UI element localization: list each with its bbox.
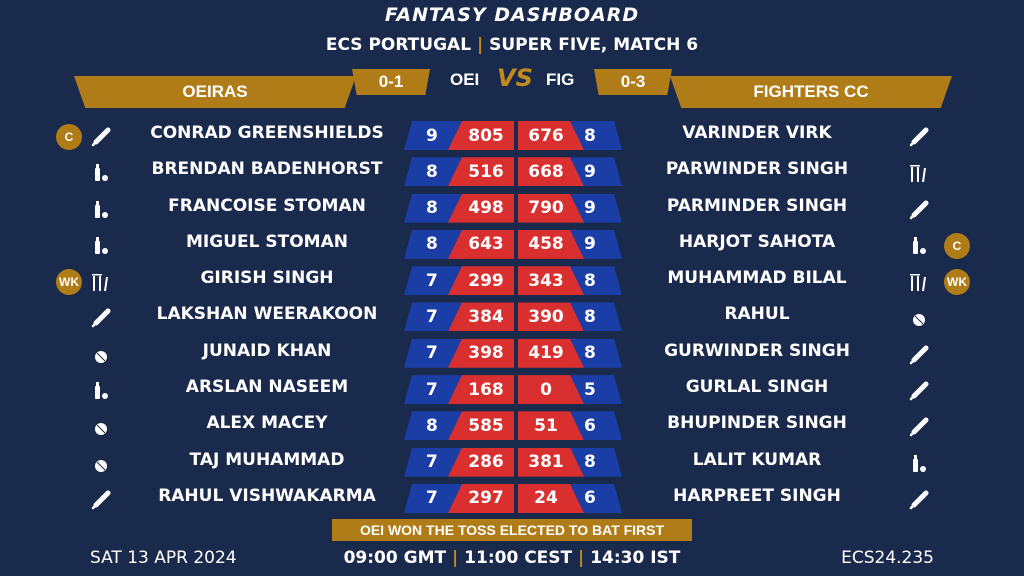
table-row: RAHUL VISHWAKARMA 7 297 24 6 HARPREET SINGH [0,481,1024,517]
points-right: 390 [518,302,584,332]
player-name-right: MUHAMMAD BILAL [667,268,847,289]
player-name-left: CONRAD GREENSHIELDS [150,123,384,143]
team-left-banner: OEIRAS [74,76,356,108]
ball-icon [90,416,112,438]
points-right: 668 [518,157,584,187]
table-row: TAJ MUHAMMAD 7 286 381 8 LALIT KUMAR [0,445,1024,481]
bat-icon [90,489,112,511]
wicket-icon [90,271,112,293]
player-name-left: MIGUEL STOMAN [186,231,348,252]
ball-icon [90,453,112,475]
team-right-name: FIGHTERS CC [753,82,869,101]
allrounder-icon [908,235,930,257]
table-row: MIGUEL STOMAN 8 643 458 9 HARJOT SAHOTA C [0,227,1024,263]
time-gmt: 09:00 GMT [343,548,447,568]
allrounder-icon [90,235,112,257]
player-name-left: JUNAID KHAN [202,340,332,361]
league-name: ECS PORTUGAL [325,35,472,55]
match-date: SAT 13 APR 2024 [90,548,237,568]
player-name-left: ALEX MACEY [206,413,328,434]
page-title: FANTASY DASHBOARD [384,4,640,26]
table-row: ALEX MACEY 8 585 51 6 BHUPINDER SINGH [0,408,1024,444]
bat-icon [908,199,930,221]
time-separator: | [452,548,459,568]
allrounder-icon [90,162,112,184]
bat-icon [908,380,930,402]
bat-icon [908,489,930,511]
table-row: C CONRAD GREENSHIELDS 9 805 676 8 VARINDER VIR… [0,118,1024,154]
table-row: LAKSHAN WEERAKOON 7 384 390 8 RAHUL [0,299,1024,335]
wicketkeeper-badge: WK [56,269,82,296]
team-left-record: 0-1 [352,69,430,95]
player-name-right: LALIT KUMAR [692,449,822,470]
bat-icon [90,126,112,148]
match-name: SUPER FIVE, MATCH 6 [489,35,699,55]
toss-banner: OEI WON THE TOSS ELECTED TO BAT FIRST [332,519,692,541]
table-row: FRANCOISE STOMAN 8 498 790 9 PARMINDER SINGH [0,191,1024,227]
player-name-left: LAKSHAN WEERAKOON [156,304,378,325]
player-name-right: GURLAL SINGH [685,377,829,398]
time-cest: 11:00 CEST [464,548,573,568]
match-times: 09:00 GMT | 11:00 CEST | 14:30 IST [0,548,1024,568]
wicket-icon [908,271,930,293]
time-ist: 14:30 IST [590,548,681,568]
vs-logo: VS [497,64,533,92]
player-name-right: PARMINDER SINGH [666,195,848,216]
player-name-right: BHUPINDER SINGH [667,413,847,434]
table-row: BRENDAN BADENHORST 8 516 668 9 PARWINDER SING… [0,154,1024,190]
player-name-left: BRENDAN BADENHORST [151,159,383,180]
player-name-left: RAHUL VISHWAKARMA [158,485,376,506]
bat-icon [908,416,930,438]
wicket-icon [908,162,930,184]
points-right: 381 [518,447,584,477]
bat-icon [908,344,930,366]
points-right: 790 [518,193,584,223]
allrounder-icon [90,380,112,402]
ball-icon [90,344,112,366]
team-right-abbr: FIG [546,70,575,89]
bat-icon [908,126,930,148]
bat-icon [90,307,112,329]
allrounder-icon [908,453,930,475]
allrounder-icon [90,199,112,221]
subtitle-separator: | [476,35,484,55]
player-name-right: HARPREET SINGH [673,485,841,506]
wicketkeeper-badge: WK [944,269,970,296]
player-name-right: VARINDER VIRK [682,123,832,143]
match-code: ECS24.235 [841,548,934,568]
table-row: WK GIRISH SINGH 7 299 343 8 MUHAMMAD BILAL WK [0,263,1024,299]
player-name-right: GURWINDER SINGH [664,340,850,361]
team-right-record: 0-3 [594,69,672,95]
player-name-right: HARJOT SAHOTA [678,231,836,252]
ball-icon [908,307,930,329]
player-name-left: FRANCOISE STOMAN [168,195,366,216]
points-left: 299 [448,266,514,296]
player-name-left: TAJ MUHAMMAD [189,449,345,470]
player-table: C CONRAD GREENSHIELDS 9 805 676 8 VARINDER VIR… [0,118,1024,517]
time-separator: | [578,548,585,568]
team-right-banner: FIGHTERS CC [670,76,952,108]
player-name-left: GIRISH SINGH [200,268,334,289]
captain-badge: C [56,124,82,150]
player-name-right: PARWINDER SINGH [665,159,849,180]
points-left: 297 [448,483,514,513]
table-row: JUNAID KHAN 7 398 419 8 GURWINDER SINGH [0,336,1024,372]
table-row: ARSLAN NASEEM 7 168 0 5 GURLAL SINGH [0,372,1024,408]
team-left-abbr: OEI [450,70,480,89]
captain-badge: C [944,232,970,259]
team-left-name: OEIRAS [182,82,248,101]
player-name-right: RAHUL [724,304,790,325]
match-subtitle: ECS PORTUGAL | SUPER FIVE, MATCH 6 [0,35,1024,55]
player-name-left: ARSLAN NASEEM [185,377,349,398]
